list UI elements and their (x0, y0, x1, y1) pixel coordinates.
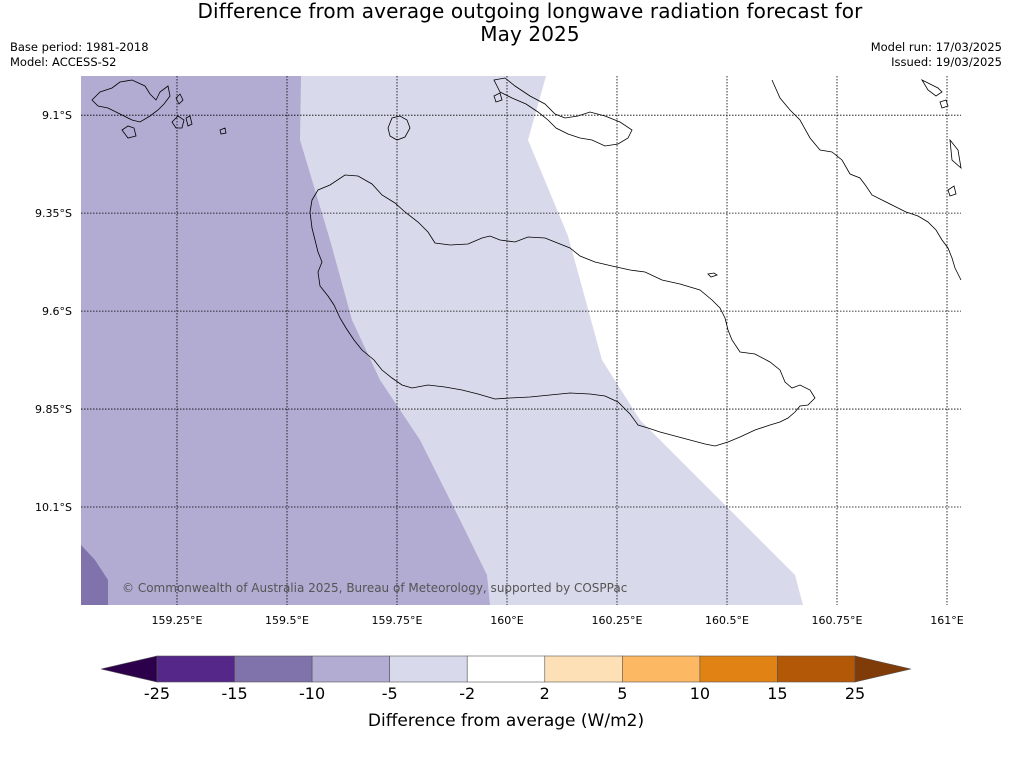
lon-tick-label: 160.25°E (592, 614, 643, 627)
colorbar-segment (389, 655, 468, 683)
map-area: © Commonwealth of Australia 2025, Bureau… (81, 76, 962, 605)
colorbar-tick-label: 15 (767, 684, 787, 703)
colorbar-tick-label: 2 (540, 684, 550, 703)
issued-label: Issued: 19/03/2025 (891, 55, 1002, 69)
lon-tick-label: 160°E (490, 614, 523, 627)
lat-tick-label: 9.35°S (35, 207, 72, 220)
lon-tick-label: 161°E (930, 614, 963, 627)
lon-tick-label: 160.75°E (812, 614, 863, 627)
lon-tick-label: 160.5°E (705, 614, 749, 627)
model-run-label: Model run: 17/03/2025 (870, 40, 1002, 54)
longitude-tick-labels: 159.25°E 159.5°E 159.75°E 160°E 160.25°E 160.… (152, 614, 964, 627)
colorbar-tick-label: 10 (690, 684, 710, 703)
lat-tick-label: 9.1°S (42, 109, 72, 122)
lon-tick-label: 159.25°E (152, 614, 203, 627)
colorbar-tick-labels: -25 -15 -10 -5 -2 2 5 10 15 25 (144, 684, 865, 703)
colorbar-segment (466, 655, 546, 683)
coastline-main-island (309, 174, 816, 447)
lat-tick-label: 9.85°S (35, 403, 72, 416)
colorbar-title: Difference from average (W/m2) (368, 711, 644, 731)
coastline-small-island (387, 115, 411, 141)
colorbar-segment (699, 655, 778, 683)
coastline-islet (707, 272, 718, 278)
colorbar-segment (311, 655, 390, 683)
colorbar-segment (777, 655, 856, 683)
colorbar (100, 655, 912, 683)
colorbar-tick-label: -10 (299, 684, 325, 703)
map-title: Difference from average outgoing longwav… (120, 0, 940, 46)
colorbar-extend-low (100, 655, 158, 683)
colorbar-tick-label: -2 (459, 684, 475, 703)
colorbar-extend-high (854, 655, 912, 683)
base-period-label: Base period: 1981-2018 (10, 40, 149, 54)
lon-tick-label: 159.75°E (372, 614, 423, 627)
lat-tick-label: 9.6°S (42, 305, 72, 318)
coastline-northwest-islands (91, 79, 227, 139)
meta-left: Base period: 1981-2018 Model: ACCESS-S2 (10, 40, 149, 70)
colorbar-tick-label: -5 (382, 684, 398, 703)
colorbar-tick-label: 5 (617, 684, 627, 703)
colorbar-tick-label: -25 (144, 684, 170, 703)
coastline-florida-islands (493, 77, 633, 147)
colorbar-segment (234, 655, 313, 683)
model-label: Model: ACCESS-S2 (10, 55, 117, 69)
copyright-notice: © Commonwealth of Australia 2025, Bureau… (122, 581, 627, 595)
colorbar-segment (156, 655, 235, 683)
latitude-tick-labels: 9.1°S 9.35°S 9.6°S 9.85°S 10.1°S (35, 109, 72, 514)
lat-tick-label: 10.1°S (35, 501, 72, 514)
field-band-minus15-minus10 (81, 545, 108, 605)
gridlines (81, 76, 961, 605)
colorbar-segment (544, 655, 623, 683)
lon-tick-label: 159.5°E (265, 614, 309, 627)
coastline-northeast (771, 79, 962, 281)
field-band-minus10-minus5 (81, 76, 490, 605)
colorbar-tick-label: -15 (221, 684, 247, 703)
title-line-1: Difference from average outgoing longwav… (197, 0, 863, 23)
title-line-2: May 2025 (480, 22, 580, 46)
colorbar-segment (622, 655, 701, 683)
meta-right: Model run: 17/03/2025 Issued: 19/03/2025 (871, 40, 1002, 70)
coastlines (91, 77, 962, 447)
colorbar-tick-label: 25 (845, 684, 865, 703)
